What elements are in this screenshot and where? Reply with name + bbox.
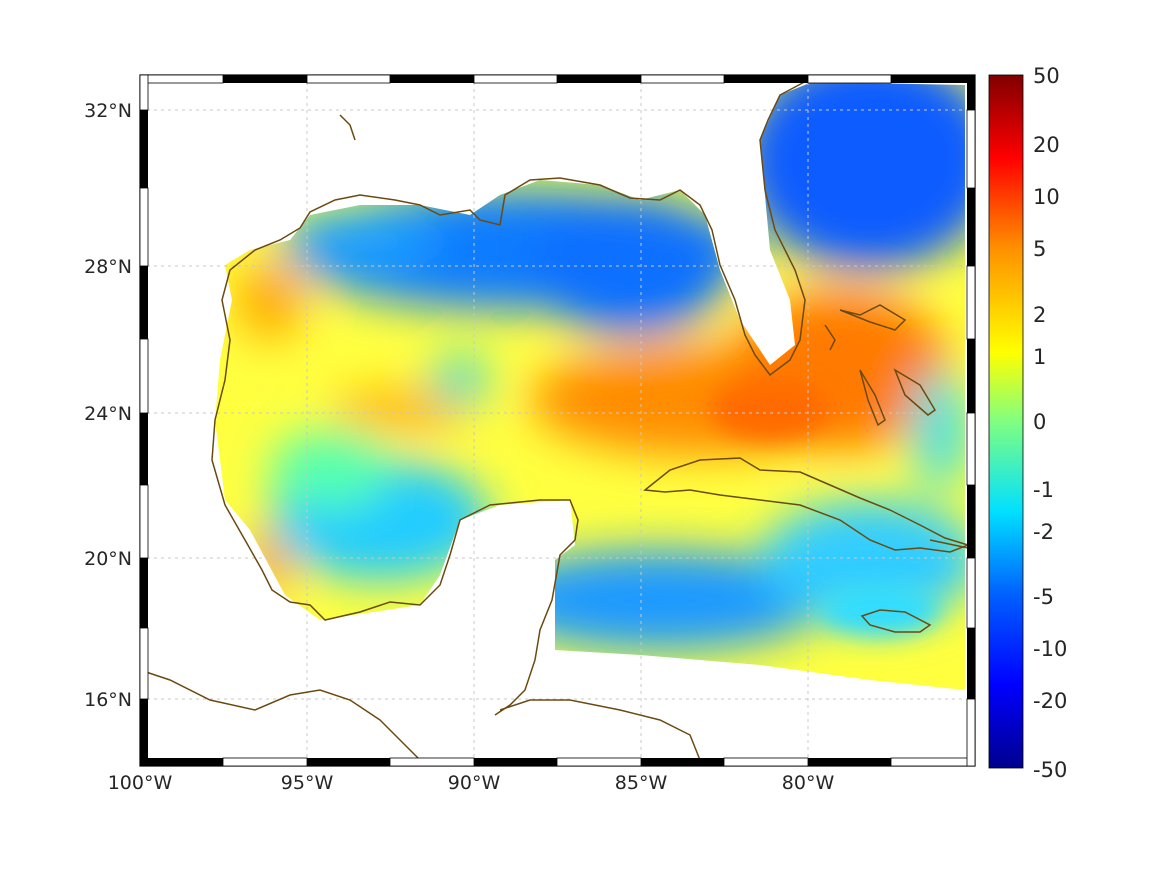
colorbar-label: -1 [1033,478,1054,502]
colorbar-label: 5 [1033,237,1046,261]
map-frame [139,74,976,767]
lat-label: 28°N [84,256,132,278]
graticule [140,75,970,766]
lat-label: 32°N [84,100,132,122]
lon-label: 85°W [615,772,668,794]
lat-label: 20°N [84,548,132,570]
colorbar-labels: 50 20 10 5 2 1 0 -1 -2 -5 -10 -20 -50 [1033,64,1067,782]
colorbar-label: 1 [1033,345,1046,369]
coastline [139,77,971,761]
colorbar-label: 20 [1033,133,1060,157]
lat-label: 24°N [84,403,132,425]
colorbar-gradient [988,74,1024,769]
lon-label: 100°W [108,772,173,794]
colorbar-label: -5 [1033,585,1054,609]
colorbar-label: 50 [1033,64,1060,88]
latitude-labels: 32°N 28°N 24°N 20°N 16°N [84,100,132,711]
colorbar-label: 10 [1033,185,1060,209]
colorbar: 50 20 10 5 2 1 0 -1 -2 -5 -10 -20 -50 [988,64,1067,782]
lat-label: 16°N [84,689,132,711]
colorbar-label: -50 [1033,758,1067,782]
colorbar-label: -10 [1033,637,1067,661]
colorbar-label: -20 [1033,689,1067,713]
colorbar-label: -2 [1033,520,1054,544]
colorbar-label: 2 [1033,303,1046,327]
colorbar-label: 0 [1033,410,1046,434]
data-field [215,82,965,690]
longitude-labels: 100°W 95°W 90°W 85°W 80°W [108,772,835,794]
lon-label: 95°W [281,772,334,794]
lon-label: 90°W [448,772,501,794]
lon-label: 80°W [782,772,835,794]
